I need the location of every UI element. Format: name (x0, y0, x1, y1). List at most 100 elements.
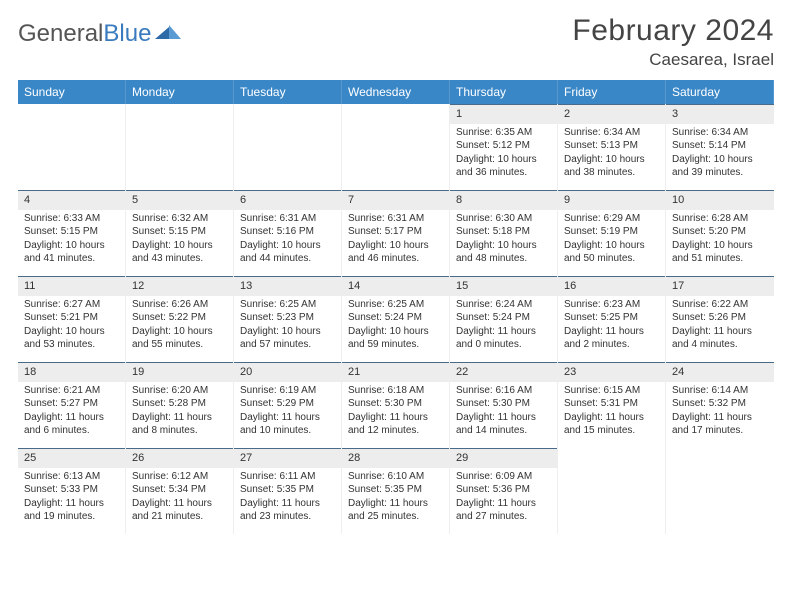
dow-cell: Tuesday (234, 80, 342, 104)
day-cell: 26Sunrise: 6:12 AMSunset: 5:34 PMDayligh… (126, 448, 234, 534)
week-row: 25Sunrise: 6:13 AMSunset: 5:33 PMDayligh… (18, 448, 774, 534)
day-number: 25 (18, 448, 125, 468)
day-cell: 17Sunrise: 6:22 AMSunset: 5:26 PMDayligh… (666, 276, 774, 362)
day-cell: 27Sunrise: 6:11 AMSunset: 5:35 PMDayligh… (234, 448, 342, 534)
day-cell: 15Sunrise: 6:24 AMSunset: 5:24 PMDayligh… (450, 276, 558, 362)
day-cell: 25Sunrise: 6:13 AMSunset: 5:33 PMDayligh… (18, 448, 126, 534)
sunset-line: Sunset: 5:29 PM (240, 397, 335, 411)
daylight-line: Daylight: 11 hours and 23 minutes. (240, 497, 335, 524)
day-cell (666, 448, 774, 534)
day-body: Sunrise: 6:09 AMSunset: 5:36 PMDaylight:… (450, 470, 557, 524)
day-cell: 29Sunrise: 6:09 AMSunset: 5:36 PMDayligh… (450, 448, 558, 534)
daylight-line: Daylight: 10 hours and 51 minutes. (672, 239, 768, 266)
day-cell: 6Sunrise: 6:31 AMSunset: 5:16 PMDaylight… (234, 190, 342, 276)
day-body: Sunrise: 6:31 AMSunset: 5:16 PMDaylight:… (234, 212, 341, 266)
sunset-line: Sunset: 5:24 PM (348, 311, 443, 325)
sunset-line: Sunset: 5:18 PM (456, 225, 551, 239)
sunrise-line: Sunrise: 6:33 AM (24, 212, 119, 226)
day-cell (558, 448, 666, 534)
sunrise-line: Sunrise: 6:32 AM (132, 212, 227, 226)
day-cell: 11Sunrise: 6:27 AMSunset: 5:21 PMDayligh… (18, 276, 126, 362)
sunset-line: Sunset: 5:35 PM (240, 483, 335, 497)
day-body: Sunrise: 6:35 AMSunset: 5:12 PMDaylight:… (450, 126, 557, 180)
daylight-line: Daylight: 10 hours and 57 minutes. (240, 325, 335, 352)
sunrise-line: Sunrise: 6:10 AM (348, 470, 443, 484)
daylight-line: Daylight: 10 hours and 48 minutes. (456, 239, 551, 266)
day-body: Sunrise: 6:25 AMSunset: 5:23 PMDaylight:… (234, 298, 341, 352)
sunset-line: Sunset: 5:36 PM (456, 483, 551, 497)
sunset-line: Sunset: 5:17 PM (348, 225, 443, 239)
sunrise-line: Sunrise: 6:20 AM (132, 384, 227, 398)
sunrise-line: Sunrise: 6:25 AM (348, 298, 443, 312)
day-body: Sunrise: 6:11 AMSunset: 5:35 PMDaylight:… (234, 470, 341, 524)
day-body: Sunrise: 6:31 AMSunset: 5:17 PMDaylight:… (342, 212, 449, 266)
sunrise-line: Sunrise: 6:29 AM (564, 212, 659, 226)
daylight-line: Daylight: 10 hours and 38 minutes. (564, 153, 659, 180)
dow-row: SundayMondayTuesdayWednesdayThursdayFrid… (18, 80, 774, 104)
day-number: 21 (342, 362, 449, 382)
daylight-line: Daylight: 11 hours and 19 minutes. (24, 497, 119, 524)
day-number: 9 (558, 190, 665, 210)
day-number: 10 (666, 190, 774, 210)
day-body: Sunrise: 6:27 AMSunset: 5:21 PMDaylight:… (18, 298, 125, 352)
day-body: Sunrise: 6:12 AMSunset: 5:34 PMDaylight:… (126, 470, 233, 524)
sunset-line: Sunset: 5:13 PM (564, 139, 659, 153)
daylight-line: Daylight: 11 hours and 12 minutes. (348, 411, 443, 438)
sunset-line: Sunset: 5:34 PM (132, 483, 227, 497)
day-body: Sunrise: 6:24 AMSunset: 5:24 PMDaylight:… (450, 298, 557, 352)
daylight-line: Daylight: 11 hours and 0 minutes. (456, 325, 551, 352)
day-body: Sunrise: 6:21 AMSunset: 5:27 PMDaylight:… (18, 384, 125, 438)
day-number: 2 (558, 104, 665, 124)
daylight-line: Daylight: 11 hours and 17 minutes. (672, 411, 768, 438)
day-number: 29 (450, 448, 557, 468)
calendar: SundayMondayTuesdayWednesdayThursdayFrid… (18, 80, 774, 534)
sunrise-line: Sunrise: 6:28 AM (672, 212, 768, 226)
day-cell: 12Sunrise: 6:26 AMSunset: 5:22 PMDayligh… (126, 276, 234, 362)
sunrise-line: Sunrise: 6:11 AM (240, 470, 335, 484)
week-row: 18Sunrise: 6:21 AMSunset: 5:27 PMDayligh… (18, 362, 774, 448)
day-cell: 1Sunrise: 6:35 AMSunset: 5:12 PMDaylight… (450, 104, 558, 190)
daylight-line: Daylight: 11 hours and 6 minutes. (24, 411, 119, 438)
day-number: 8 (450, 190, 557, 210)
daylight-line: Daylight: 11 hours and 8 minutes. (132, 411, 227, 438)
day-cell: 4Sunrise: 6:33 AMSunset: 5:15 PMDaylight… (18, 190, 126, 276)
day-body: Sunrise: 6:18 AMSunset: 5:30 PMDaylight:… (342, 384, 449, 438)
daylight-line: Daylight: 10 hours and 59 minutes. (348, 325, 443, 352)
day-body: Sunrise: 6:23 AMSunset: 5:25 PMDaylight:… (558, 298, 665, 352)
sunrise-line: Sunrise: 6:16 AM (456, 384, 551, 398)
sunrise-line: Sunrise: 6:14 AM (672, 384, 768, 398)
day-cell: 19Sunrise: 6:20 AMSunset: 5:28 PMDayligh… (126, 362, 234, 448)
dow-cell: Sunday (18, 80, 126, 104)
daylight-line: Daylight: 10 hours and 43 minutes. (132, 239, 227, 266)
sunrise-line: Sunrise: 6:18 AM (348, 384, 443, 398)
day-body: Sunrise: 6:14 AMSunset: 5:32 PMDaylight:… (666, 384, 774, 438)
sunset-line: Sunset: 5:24 PM (456, 311, 551, 325)
day-number: 20 (234, 362, 341, 382)
empty-day-bar (126, 104, 233, 122)
sunrise-line: Sunrise: 6:23 AM (564, 298, 659, 312)
daylight-line: Daylight: 10 hours and 46 minutes. (348, 239, 443, 266)
day-cell: 10Sunrise: 6:28 AMSunset: 5:20 PMDayligh… (666, 190, 774, 276)
sunrise-line: Sunrise: 6:13 AM (24, 470, 119, 484)
day-cell: 28Sunrise: 6:10 AMSunset: 5:35 PMDayligh… (342, 448, 450, 534)
day-number: 11 (18, 276, 125, 296)
daylight-line: Daylight: 11 hours and 14 minutes. (456, 411, 551, 438)
sunrise-line: Sunrise: 6:09 AM (456, 470, 551, 484)
sunrise-line: Sunrise: 6:19 AM (240, 384, 335, 398)
daylight-line: Daylight: 11 hours and 25 minutes. (348, 497, 443, 524)
sunrise-line: Sunrise: 6:15 AM (564, 384, 659, 398)
sunrise-line: Sunrise: 6:34 AM (564, 126, 659, 140)
sunset-line: Sunset: 5:30 PM (348, 397, 443, 411)
sunset-line: Sunset: 5:30 PM (456, 397, 551, 411)
sunset-line: Sunset: 5:32 PM (672, 397, 768, 411)
logo-mark-icon (155, 20, 181, 48)
day-number: 12 (126, 276, 233, 296)
day-cell: 24Sunrise: 6:14 AMSunset: 5:32 PMDayligh… (666, 362, 774, 448)
dow-cell: Wednesday (342, 80, 450, 104)
day-body: Sunrise: 6:30 AMSunset: 5:18 PMDaylight:… (450, 212, 557, 266)
sunrise-line: Sunrise: 6:35 AM (456, 126, 551, 140)
day-cell (18, 104, 126, 190)
sunrise-line: Sunrise: 6:25 AM (240, 298, 335, 312)
empty-day-bar (234, 104, 341, 122)
sunset-line: Sunset: 5:31 PM (564, 397, 659, 411)
